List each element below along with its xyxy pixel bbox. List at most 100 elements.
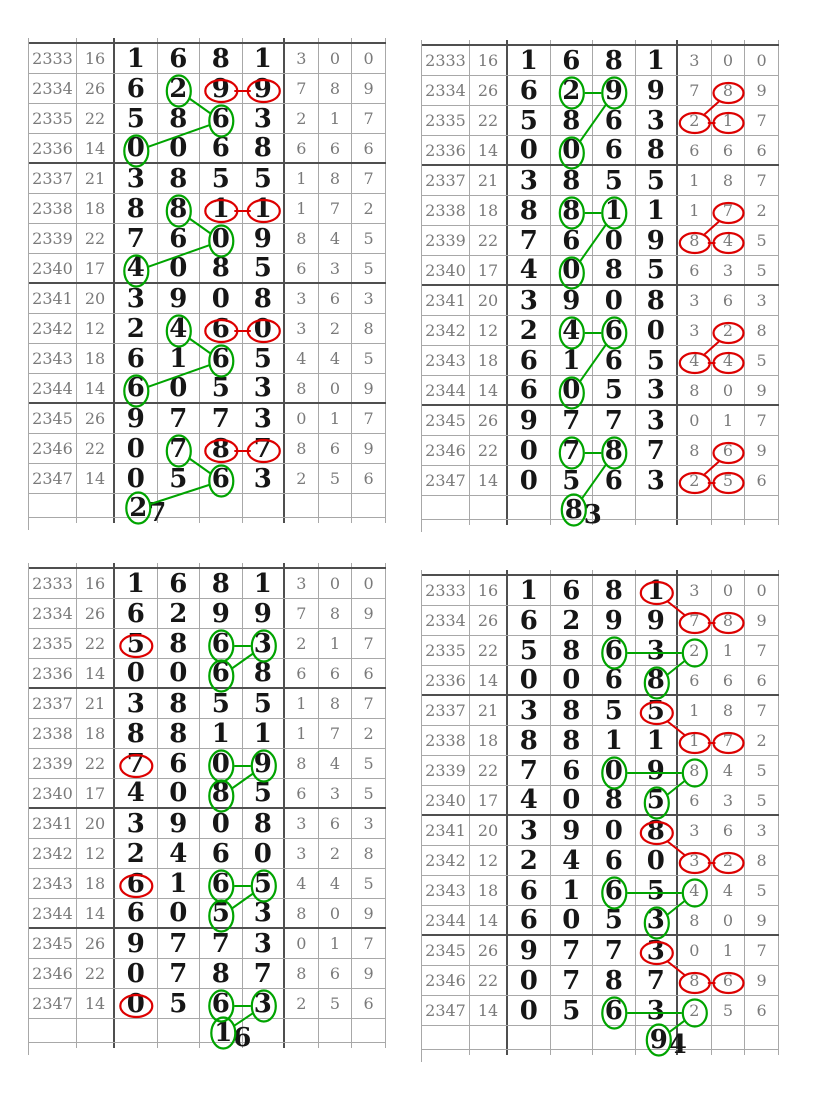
period-cell: 2336 — [422, 666, 470, 694]
digit-cell: 8 — [243, 284, 285, 314]
small-digit-cell — [712, 1050, 746, 1055]
small-digit-cell — [678, 496, 712, 519]
digit-cell: 5 — [551, 996, 593, 1026]
period-cell: 2335 — [422, 636, 470, 665]
table-row-stub-bottom — [422, 520, 779, 525]
digit-cell — [508, 1026, 551, 1049]
sum-cell: 18 — [470, 876, 508, 905]
table-row-stub-bottom — [29, 518, 386, 523]
digit-cell: 8 — [593, 966, 636, 996]
digit-cell — [200, 518, 243, 523]
digit-cell: 7 — [243, 434, 285, 464]
digit-cell: 0 — [158, 253, 200, 283]
small-digit-cell: 3 — [319, 254, 353, 282]
small-digit-cell: 0 — [712, 46, 746, 75]
digit-cell: 1 — [593, 196, 636, 226]
small-digit-cell — [712, 520, 746, 525]
small-digit-cell: 7 — [352, 104, 386, 133]
digit-cell: 8 — [158, 164, 200, 194]
small-digit-cell: 5 — [352, 224, 386, 253]
digit-cell: 7 — [593, 936, 636, 966]
digit-cell: 8 — [158, 689, 200, 719]
digit-cell: 6 — [115, 74, 158, 104]
period-cell: 2334 — [29, 74, 77, 103]
digit-cell: 3 — [636, 406, 678, 436]
small-digit-cell — [285, 38, 319, 42]
digit-cell: 2 — [115, 314, 158, 344]
table-row: 2342 12 2 4 6 0 3 2 8 — [422, 846, 779, 876]
small-digit-cell: 6 — [712, 436, 746, 465]
small-digit-cell: 8 — [678, 376, 712, 404]
digit-cell — [636, 40, 678, 44]
digit-cell: 3 — [243, 404, 285, 434]
digit-cell: 5 — [115, 629, 158, 659]
small-digit-cell: 6 — [678, 786, 712, 814]
small-digit-cell: 2 — [745, 726, 779, 755]
digit-cell: 0 — [508, 135, 551, 165]
digit-cell: 0 — [158, 778, 200, 808]
small-digit-cell: 0 — [678, 406, 712, 435]
digit-cell: 8 — [551, 726, 593, 756]
small-digit-cell — [745, 496, 779, 519]
sum-cell: 21 — [77, 164, 115, 193]
small-digit-cell: 5 — [319, 464, 353, 493]
small-digit-cell: 2 — [678, 996, 712, 1025]
digit-cell: 0 — [508, 996, 551, 1026]
small-digit-cell: 5 — [319, 989, 353, 1018]
small-digit-cell: 1 — [319, 104, 353, 133]
digit-cell: 6 — [593, 106, 636, 136]
digit-cell: 1 — [115, 44, 158, 74]
sum-cell: 14 — [470, 906, 508, 934]
small-digit-cell: 7 — [319, 719, 353, 748]
table-row-pred — [29, 494, 386, 518]
table-row: 2338 18 8 8 1 1 1 7 2 — [422, 196, 779, 226]
digit-cell — [243, 1019, 285, 1042]
small-digit-cell: 5 — [745, 786, 779, 814]
prediction-next-digit: 4 — [668, 1030, 687, 1060]
small-digit-cell: 0 — [712, 576, 746, 605]
digit-cell: 2 — [508, 846, 551, 876]
small-digit-cell: 3 — [712, 786, 746, 814]
small-digit-cell: 8 — [319, 74, 353, 103]
digit-cell: 7 — [551, 936, 593, 966]
period-cell: 2345 — [422, 936, 470, 965]
period-cell: 2341 — [29, 284, 77, 313]
digit-cell: 9 — [158, 284, 200, 314]
chart-panel-bottom-left: 2333 16 1 6 8 1 3 0 0 2334 26 6 2 9 9 7 8 9 2335 22 5 8 6 3 2 1 7 2… — [28, 563, 386, 1055]
digit-cell: 8 — [200, 569, 243, 599]
small-digit-cell: 5 — [352, 869, 386, 898]
digit-cell: 6 — [200, 658, 243, 688]
digit-cell — [115, 1019, 158, 1042]
table-row: 2337 21 3 8 5 5 1 8 7 — [422, 696, 779, 726]
period-cell: 2336 — [29, 134, 77, 162]
digit-cell: 9 — [636, 76, 678, 106]
sum-cell — [470, 520, 508, 525]
digit-cell: 9 — [115, 929, 158, 959]
digit-cell — [636, 570, 678, 574]
small-digit-cell: 9 — [352, 74, 386, 103]
small-digit-cell: 3 — [678, 316, 712, 345]
digit-cell — [551, 1050, 593, 1055]
period-cell: 2339 — [29, 224, 77, 253]
sum-cell — [77, 563, 115, 567]
sum-cell: 26 — [77, 404, 115, 433]
digit-cell: 6 — [593, 346, 636, 376]
small-digit-cell: 5 — [352, 749, 386, 778]
digit-cell — [243, 518, 285, 523]
digit-cell: 0 — [551, 785, 593, 815]
period-cell: 2343 — [29, 869, 77, 898]
digit-cell: 0 — [551, 255, 593, 285]
small-digit-cell: 8 — [712, 696, 746, 725]
digit-cell: 6 — [508, 606, 551, 636]
prediction-digit: 8 — [564, 495, 583, 525]
digit-cell: 2 — [158, 599, 200, 629]
small-digit-cell: 8 — [745, 316, 779, 345]
small-digit-cell: 6 — [678, 136, 712, 164]
digit-cell — [508, 570, 551, 574]
sum-cell — [77, 38, 115, 42]
small-digit-cell: 7 — [678, 606, 712, 635]
digit-cell: 3 — [243, 373, 285, 403]
digit-cell: 1 — [508, 576, 551, 606]
table-row: 2342 12 2 4 6 0 3 2 8 — [29, 314, 386, 344]
digit-cell: 8 — [593, 255, 636, 285]
